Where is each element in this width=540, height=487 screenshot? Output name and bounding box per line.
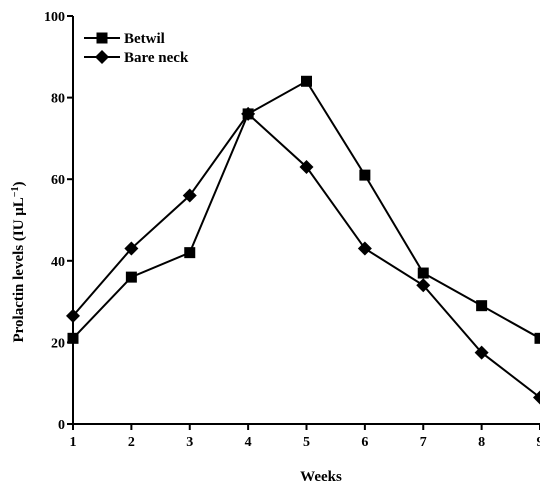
y-axis-title-main: Prolactin levels (IU μL [11,197,27,342]
y-tick-label: 100 [44,10,65,25]
x-tick-label: 3 [186,435,193,450]
data-point-bare-neck [474,345,489,360]
data-point-betwil [359,169,371,181]
y-axis-title-suffix: ) [11,182,27,187]
data-point-betwil [301,75,312,87]
x-tick-label: 5 [303,435,310,450]
series-layer [66,75,540,405]
legend-marker-betwil [96,32,108,44]
legend-label-bare-neck: Bare neck [124,50,189,66]
data-point-bare-neck [416,278,431,293]
series-bare-neck [66,106,540,405]
y-axis-title: Prolactin levels (IU μL−1) [10,182,28,343]
x-tick-label: 8 [478,435,485,450]
data-point-bare-neck [241,106,256,121]
x-tick-label: 6 [361,435,368,450]
data-point-bare-neck [66,308,80,323]
data-point-betwil [184,247,196,259]
x-tick-label: 7 [420,435,427,450]
series-line-betwil [72,79,540,340]
x-axis-title: Weeks [300,469,342,485]
data-point-bare-neck [299,159,314,174]
y-tick-label: 60 [51,173,65,188]
series-line-bare-neck [72,112,540,399]
data-point-betwil [125,271,137,283]
y-axis-title-sup: −1 [10,187,21,198]
data-point-bare-neck [182,188,197,203]
data-point-bare-neck [357,241,372,256]
x-tick-label: 2 [128,435,135,450]
data-point-betwil [476,300,488,312]
legend: Betwil Bare neck [84,31,189,66]
axes: 0 20 40 60 80 100 1 2 3 4 5 6 7 8 9 [44,10,540,450]
y-tick-label: 40 [51,255,65,270]
data-point-betwil [534,332,540,344]
y-tick-label: 20 [51,336,65,351]
data-point-bare-neck [124,241,139,256]
y-tick-label: 0 [58,418,65,433]
data-point-betwil [417,267,429,279]
data-point-betwil [67,332,79,344]
legend-marker-bare-neck [95,50,109,64]
data-point-bare-neck [533,390,540,405]
series-betwil [67,75,540,344]
x-tick-label: 4 [245,435,252,450]
x-tick-label: 1 [70,435,77,450]
x-tick-label: 9 [537,435,540,450]
y-tick-label: 80 [51,92,65,107]
legend-label-betwil: Betwil [124,31,165,47]
